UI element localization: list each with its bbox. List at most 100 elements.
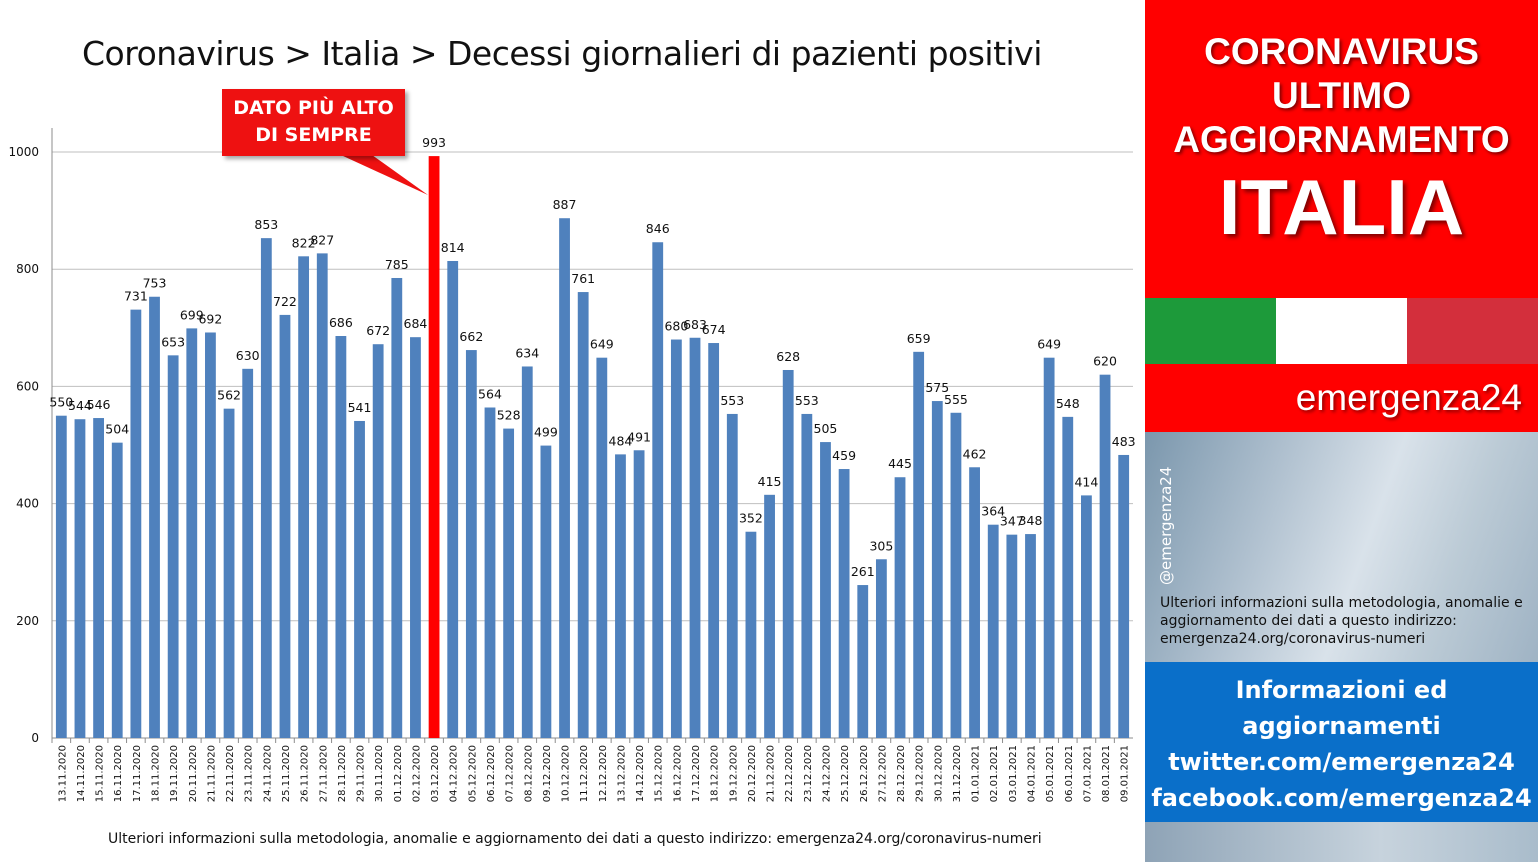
data-label: 553 (795, 393, 819, 408)
bar (838, 469, 850, 738)
x-tick-label: 04.12.2020 (449, 745, 460, 802)
x-tick-label: 16.12.2020 (672, 745, 683, 802)
bar (260, 238, 272, 738)
data-label: 683 (683, 317, 707, 332)
data-label: 548 (1056, 396, 1080, 411)
x-tick-label: 19.12.2020 (728, 745, 739, 802)
x-tick-label: 03.01.2021 (1008, 745, 1019, 802)
bar (540, 445, 552, 738)
x-tick-label: 11.12.2020 (579, 745, 590, 802)
bar (708, 343, 720, 738)
data-label: 484 (609, 433, 633, 448)
x-tick-label: 13.11.2020 (57, 745, 68, 802)
social-handle: @emergenza24 (1157, 466, 1175, 585)
bar (559, 218, 570, 738)
x-tick-label: 31.12.2020 (952, 745, 963, 802)
data-label: 491 (627, 429, 651, 444)
data-label: 445 (888, 456, 912, 471)
bar (1043, 357, 1055, 738)
y-tick-label: 1000 (8, 145, 39, 159)
bar (913, 351, 925, 738)
bar (167, 355, 179, 738)
data-label: 692 (198, 311, 222, 326)
x-tick-label: 09.12.2020 (542, 745, 553, 802)
x-tick-label: 18.12.2020 (710, 745, 721, 802)
x-tick-label: 08.12.2020 (523, 745, 534, 802)
x-tick-label: 26.11.2020 (300, 745, 311, 802)
twitter-link[interactable]: twitter.com/emergenza24 (1168, 748, 1515, 776)
x-tick-label: 30.11.2020 (374, 745, 385, 802)
bar (130, 309, 142, 738)
bar (391, 277, 403, 738)
callout-line1: DATO PIÙ ALTO (233, 97, 394, 119)
bar (1062, 416, 1074, 738)
x-tick-label: 02.01.2021 (989, 745, 1000, 802)
header-line2: ULTIMO (1271, 75, 1412, 116)
links-line2: aggiornamenti (1242, 712, 1441, 740)
data-label: 553 (720, 393, 744, 408)
data-label: 680 (664, 319, 688, 334)
bar (484, 407, 496, 738)
x-tick-label: 24.12.2020 (821, 745, 832, 802)
data-label: 564 (478, 386, 502, 401)
bar (316, 253, 328, 739)
x-tick-label: 16.11.2020 (113, 745, 124, 802)
bar (652, 242, 664, 738)
bar (410, 337, 421, 738)
x-tick-label: 18.11.2020 (151, 745, 162, 802)
chart-area: Coronavirus > Italia > Decessi giornalie… (8, 34, 1136, 847)
bar (931, 401, 943, 738)
data-label: 827 (310, 232, 334, 247)
x-tick-label: 14.11.2020 (76, 745, 87, 802)
data-label: 699 (180, 307, 204, 322)
bar (298, 256, 310, 738)
x-tick-label: 29.12.2020 (915, 745, 926, 802)
x-tick-label: 07.01.2021 (1082, 745, 1093, 802)
x-tick-label: 08.01.2021 (1101, 745, 1112, 802)
x-tick-label: 15.12.2020 (654, 745, 665, 802)
data-label: 462 (963, 446, 987, 461)
x-tick-label: 28.11.2020 (337, 745, 348, 802)
data-label: 753 (143, 276, 167, 291)
bar (969, 467, 980, 738)
data-label: 528 (497, 408, 521, 423)
data-label: 415 (758, 474, 782, 489)
header-line1: CORONAVIRUS (1204, 31, 1479, 72)
bar (335, 336, 347, 738)
record-callout: DATO PIÙ ALTO DI SEMPRE (222, 89, 405, 156)
data-label: 364 (981, 504, 1005, 519)
bar (354, 420, 365, 738)
x-tick-label: 26.12.2020 (859, 745, 870, 802)
x-tick-label: 06.12.2020 (486, 745, 497, 802)
x-tick-label: 05.12.2020 (467, 745, 478, 802)
x-tick-label: 22.12.2020 (784, 745, 795, 802)
bar (745, 531, 757, 738)
data-label: 499 (534, 425, 558, 440)
data-label: 887 (553, 197, 577, 212)
data-label: 846 (646, 221, 670, 236)
header-line3: AGGIORNAMENTO (1173, 119, 1510, 160)
bar (857, 585, 869, 738)
data-label: 620 (1093, 354, 1117, 369)
data-label: 575 (925, 380, 949, 395)
italian-flag (1145, 298, 1538, 364)
data-label: 785 (385, 257, 409, 272)
bar (689, 337, 701, 738)
bar (782, 369, 794, 738)
sidebar-info-text: Ulteriori informazioni sulla metodologia… (1160, 595, 1523, 647)
bar (279, 314, 291, 738)
data-label: 630 (236, 348, 260, 363)
y-tick-label: 400 (16, 497, 39, 511)
bar (74, 419, 86, 738)
data-label: 686 (329, 315, 353, 330)
facebook-link[interactable]: facebook.com/emergenza24 (1151, 784, 1532, 812)
data-label: 414 (1074, 474, 1098, 489)
x-tick-label: 25.11.2020 (281, 745, 292, 802)
bar (875, 559, 887, 738)
bar (577, 292, 589, 738)
data-label: 541 (348, 400, 372, 415)
data-label: 352 (739, 511, 763, 526)
bar-chart: 0 200 400 600 800 1000 550 13.11.2020 544 14.11.2… (8, 128, 1136, 802)
x-tick-label: 06.01.2021 (1064, 745, 1075, 802)
data-label: 348 (1019, 513, 1043, 528)
